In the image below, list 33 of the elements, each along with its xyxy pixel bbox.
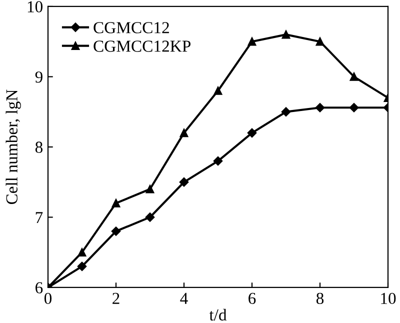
y-tick-label: 6 [36, 282, 43, 294]
x-tick-label: 10 [381, 292, 396, 304]
point [179, 177, 189, 187]
point [248, 37, 256, 46]
point [316, 37, 324, 46]
point [111, 226, 121, 236]
x-tick-label: 2 [112, 292, 120, 304]
point [247, 128, 257, 138]
point [213, 156, 223, 166]
point [77, 262, 87, 272]
legend-label: CGMCC12 [94, 22, 169, 34]
x-axis-title: t/d [209, 308, 227, 321]
y-tick-label: 10 [28, 1, 43, 12]
x-tick-label: 4 [180, 292, 188, 304]
point [180, 128, 188, 138]
point [282, 30, 290, 39]
x-tick-label: 6 [248, 292, 256, 304]
x-tick-label: 0 [44, 292, 52, 304]
point [349, 103, 359, 112]
point [145, 212, 155, 222]
x-tick-label: 8 [316, 292, 324, 304]
point [281, 107, 291, 116]
point [112, 199, 120, 208]
point [315, 103, 325, 112]
point [78, 248, 86, 257]
y-tick-label: 9 [35, 71, 42, 83]
y-tick-label: 8 [35, 142, 43, 153]
point [350, 72, 358, 81]
point [214, 86, 222, 95]
point [146, 184, 154, 194]
legend-label: CGMCC12KP [94, 40, 191, 52]
y-axis-title: Cell number, lgN [6, 90, 21, 204]
y-tick-label: 7 [36, 212, 43, 223]
